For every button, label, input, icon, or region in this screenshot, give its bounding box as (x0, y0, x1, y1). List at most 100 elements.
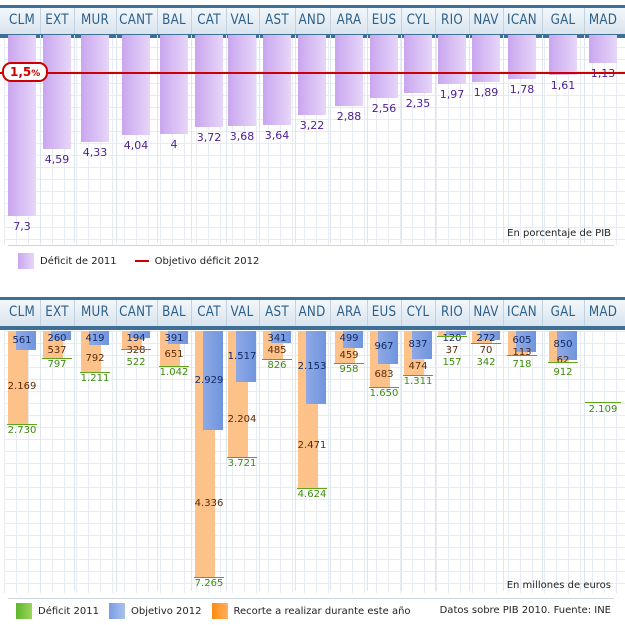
chart1-region-header: CLM EXT MUR CANT BAL CAT VAL AST AND ARA EUS CYL RIO… (0, 5, 625, 38)
region-label-ara: ARA (336, 304, 362, 320)
column-separator (295, 331, 296, 591)
value-label-objetivo-2012: 391 (164, 333, 184, 344)
value-label-recorte: 37 (445, 345, 459, 356)
objective-line (0, 72, 625, 74)
marker-deficit-2011-ara (334, 363, 364, 365)
bar-objetivo-ast (271, 331, 291, 343)
column-separator (469, 331, 470, 591)
legend-label-deficit-2011: Déficit de 2011 (40, 255, 117, 267)
column-separator (191, 331, 192, 591)
column-separator (116, 331, 117, 591)
objective-badge-unit: % (31, 69, 41, 79)
bar-deficit-2011-cant (122, 35, 150, 136)
objective-badge-value: 1,5 (10, 65, 32, 79)
header-separator (259, 300, 260, 326)
column-separator (435, 331, 436, 591)
header-separator (584, 8, 585, 34)
value-label-objetivo-2012: 2.153 (297, 361, 327, 373)
column-separator (259, 331, 260, 591)
legend-label-objective-2012: Objetivo déficit 2012 (154, 255, 260, 267)
region-label-gal: GAL (550, 12, 576, 28)
column-separator (226, 35, 227, 243)
value-label-deficit-2011: 2,56 (371, 102, 397, 116)
bar-recorte-clm (8, 331, 28, 424)
value-label-objetivo-2012: 561 (12, 334, 32, 346)
value-label-recorte: 2.471 (297, 439, 327, 451)
value-label-recorte: 651 (164, 349, 184, 361)
column-separator (469, 35, 470, 243)
column-separator (295, 35, 296, 243)
value-label-deficit-2011: 342 (476, 357, 496, 368)
marker-deficit-2011-val (227, 457, 257, 459)
value-label-recorte: 62 (556, 354, 570, 366)
value-label-recorte: 4.336 (194, 497, 224, 509)
header-separator (367, 8, 368, 34)
header-separator (226, 8, 227, 34)
region-label-mad: MAD (588, 304, 618, 320)
value-label-deficit-2011: 1,61 (550, 78, 576, 92)
column-separator (330, 35, 331, 243)
region-label-val: VAL (230, 12, 254, 28)
bar-deficit-2011-ast (263, 35, 291, 126)
legend-swatch-deficit-2011 (18, 253, 34, 269)
header-separator (542, 8, 543, 34)
value-label-deficit-2011: 7.265 (194, 578, 224, 590)
legend-label-objetivo-2012: Objetivo 2012 (130, 605, 202, 617)
column-separator (116, 35, 117, 243)
header-separator (226, 300, 227, 326)
region-label-nav: NAV (473, 12, 499, 28)
value-label-objetivo-2012: 272 (476, 333, 496, 344)
value-label-deficit-2011: 2.730 (7, 424, 37, 436)
value-label-deficit-2011: 3,22 (299, 118, 325, 132)
value-label-recorte: 485 (267, 345, 287, 356)
chart1-unit-note: En porcentaje de PIB (507, 228, 611, 239)
region-label-clm: CLM (9, 304, 35, 320)
header-separator (435, 300, 436, 326)
bar-objetivo-rio (446, 331, 466, 336)
region-label-cyl: CYL (406, 304, 430, 320)
header-separator (116, 8, 117, 34)
value-label-deficit-2011: 1.211 (80, 373, 110, 385)
value-label-deficit-2011: 797 (47, 359, 67, 371)
column-separator (330, 331, 331, 591)
region-label-ast: AST (265, 304, 289, 320)
column-separator (74, 331, 75, 591)
value-label-recorte: 459 (339, 349, 359, 361)
value-label-recorte: 2.169 (7, 380, 37, 392)
legend-swatch-recorte (211, 603, 228, 619)
value-label-recorte: 70 (479, 345, 493, 356)
value-label-objetivo-2012: 120 (442, 333, 462, 344)
value-label-deficit-2011: 522 (126, 357, 146, 368)
value-label-objetivo-2012: 194 (126, 333, 146, 344)
header-separator (157, 300, 158, 326)
column-separator (191, 35, 192, 243)
bar-deficit-2011-bal (160, 35, 188, 135)
value-label-deficit-2011: 1.311 (403, 376, 433, 388)
header-separator (469, 8, 470, 34)
bar-objetivo-cyl (412, 331, 432, 360)
bar-deficit-2011-gal (549, 35, 577, 75)
bar-objetivo-ican (516, 331, 536, 352)
bar-deficit-2011-mad (589, 35, 617, 64)
header-separator (295, 300, 296, 326)
header-separator (191, 8, 192, 34)
region-label-bal: BAL (162, 304, 186, 320)
objective-badge: 1,5% (2, 62, 49, 82)
header-separator (74, 8, 75, 34)
value-label-deficit-2011: 826 (267, 360, 287, 371)
bar-deficit-2011-ican (508, 35, 536, 80)
value-label-deficit-2011: 1.042 (159, 367, 189, 379)
value-label-deficit-2011: 1,78 (509, 83, 535, 97)
value-label-deficit-2011: 3,64 (264, 129, 290, 143)
region-label-cat: CAT (197, 12, 221, 28)
value-label-objetivo-2012: 1.517 (227, 350, 257, 362)
marker-deficit-2011-ican (507, 355, 537, 357)
region-label-ast: AST (265, 12, 289, 28)
bar-objetivo-eus (378, 331, 398, 364)
region-label-clm: CLM (9, 12, 35, 28)
value-label-deficit-2011: 3,68 (229, 130, 255, 144)
value-label-deficit-2011: 4.624 (297, 488, 327, 500)
bar-objetivo-gal (557, 331, 577, 360)
header-separator (503, 300, 504, 326)
bar-objetivo-cant (130, 331, 150, 338)
